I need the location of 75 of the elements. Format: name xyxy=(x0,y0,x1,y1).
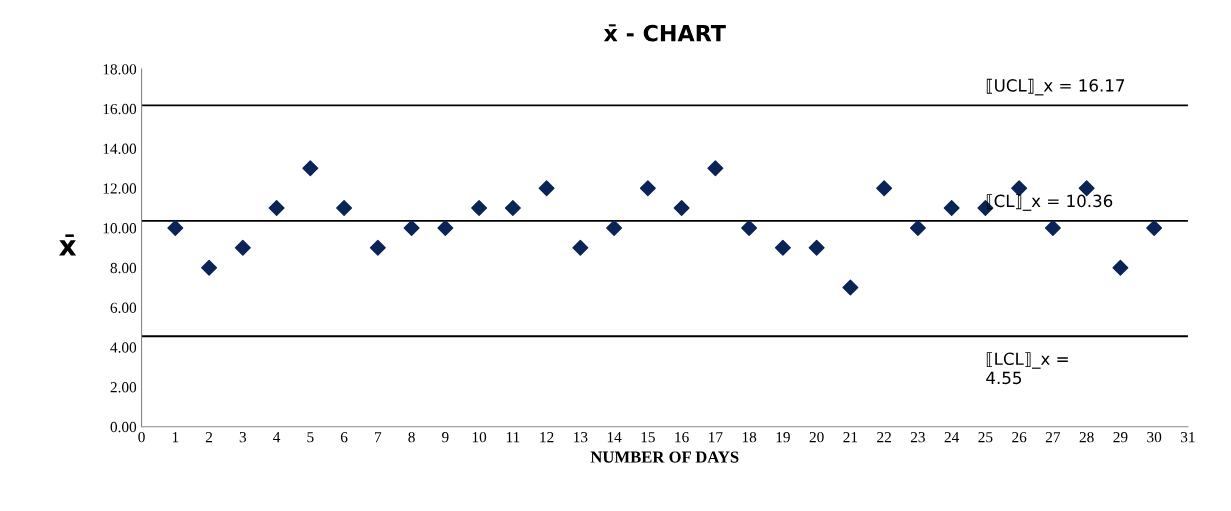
y-tick-label: 12.00 xyxy=(103,183,137,194)
x-tick-label: 21 xyxy=(843,432,858,443)
y-tick-label: 4.00 xyxy=(110,342,137,353)
point xyxy=(741,219,758,236)
point xyxy=(471,200,488,217)
y-tick-label: 2.00 xyxy=(110,382,137,393)
point xyxy=(572,239,589,256)
chart-title: x̄ - CHART xyxy=(603,24,726,42)
x-tick-label: 10 xyxy=(472,431,487,443)
y-tick-label: 6.00 xyxy=(110,302,137,313)
point xyxy=(1112,259,1129,276)
x-tick-label: 25 xyxy=(978,432,993,443)
point xyxy=(774,239,791,256)
point xyxy=(538,180,555,197)
x-tick-label: 30 xyxy=(1147,431,1162,443)
y-tick-label: 0.00 xyxy=(110,421,137,433)
point xyxy=(234,239,251,256)
x-tick-label: 17 xyxy=(709,432,723,443)
x-tick-label: 18 xyxy=(742,431,757,443)
ref-line-label: ⟦LCL⟧_x = 4.55 xyxy=(986,352,1068,385)
point xyxy=(943,200,960,217)
x-tick-label: 5 xyxy=(307,432,314,443)
x-tick-label: 27 xyxy=(1045,432,1061,443)
point xyxy=(302,160,319,177)
x-tick-label: 23 xyxy=(910,432,925,443)
x-tick-label: 28 xyxy=(1079,431,1094,443)
y-tick-label: 10.00 xyxy=(103,223,137,234)
ref-line-label: ⟦UCL⟧_x = 16.17 xyxy=(986,78,1125,96)
point xyxy=(369,239,386,256)
x-tick-label: 1 xyxy=(172,432,179,443)
point xyxy=(167,219,184,236)
y-tick-label: 8.00 xyxy=(110,262,137,274)
y-tick-label: 16.00 xyxy=(103,103,137,115)
point xyxy=(606,219,623,236)
ref-line-label: ⟦CL⟧_x = 10.36 xyxy=(986,194,1113,211)
point xyxy=(707,160,724,177)
x-tick-label: 13 xyxy=(574,432,588,443)
x-tick-label: 15 xyxy=(641,432,655,443)
point xyxy=(336,200,353,217)
y-tick-label: 14.00 xyxy=(103,143,137,154)
x-tick-label: 19 xyxy=(776,432,790,443)
x-tick-label: 14 xyxy=(607,432,622,443)
x-tick-label: 16 xyxy=(675,432,689,443)
point xyxy=(909,219,926,236)
point xyxy=(437,219,454,236)
point xyxy=(842,279,859,296)
x-tick-label: 24 xyxy=(944,432,960,443)
x-tick-label: 12 xyxy=(540,432,554,443)
x-tick-label: 22 xyxy=(877,432,891,443)
x-tick-label: 0 xyxy=(138,431,145,443)
point xyxy=(876,180,893,197)
x-tick-label: 31 xyxy=(1181,432,1195,443)
x-tick-label: 29 xyxy=(1113,432,1128,443)
x-tick-label: 2 xyxy=(205,432,213,443)
point xyxy=(808,239,825,256)
point xyxy=(1044,219,1061,236)
x-tick-label: 6 xyxy=(340,432,348,443)
point xyxy=(268,200,285,217)
x-tick-label: 7 xyxy=(375,432,382,443)
x-tick-label: 4 xyxy=(273,432,281,443)
point xyxy=(504,200,521,217)
x-tick-label: 9 xyxy=(442,432,449,443)
x-tick-label: 11 xyxy=(506,432,520,443)
x-tick-label: 20 xyxy=(809,431,824,443)
y-tick-label: 18.00 xyxy=(103,64,137,75)
x-tick-label: 3 xyxy=(239,432,247,443)
point xyxy=(673,200,690,217)
point xyxy=(639,180,656,197)
point xyxy=(1146,219,1163,236)
x-axis-title: NUMBER OF DAYS xyxy=(590,451,739,463)
x-tick-label: 26 xyxy=(1012,432,1027,443)
point xyxy=(201,259,218,276)
x-tick-label: 8 xyxy=(408,431,415,443)
point xyxy=(403,219,420,236)
y-axis-title: x̄ xyxy=(59,234,77,256)
